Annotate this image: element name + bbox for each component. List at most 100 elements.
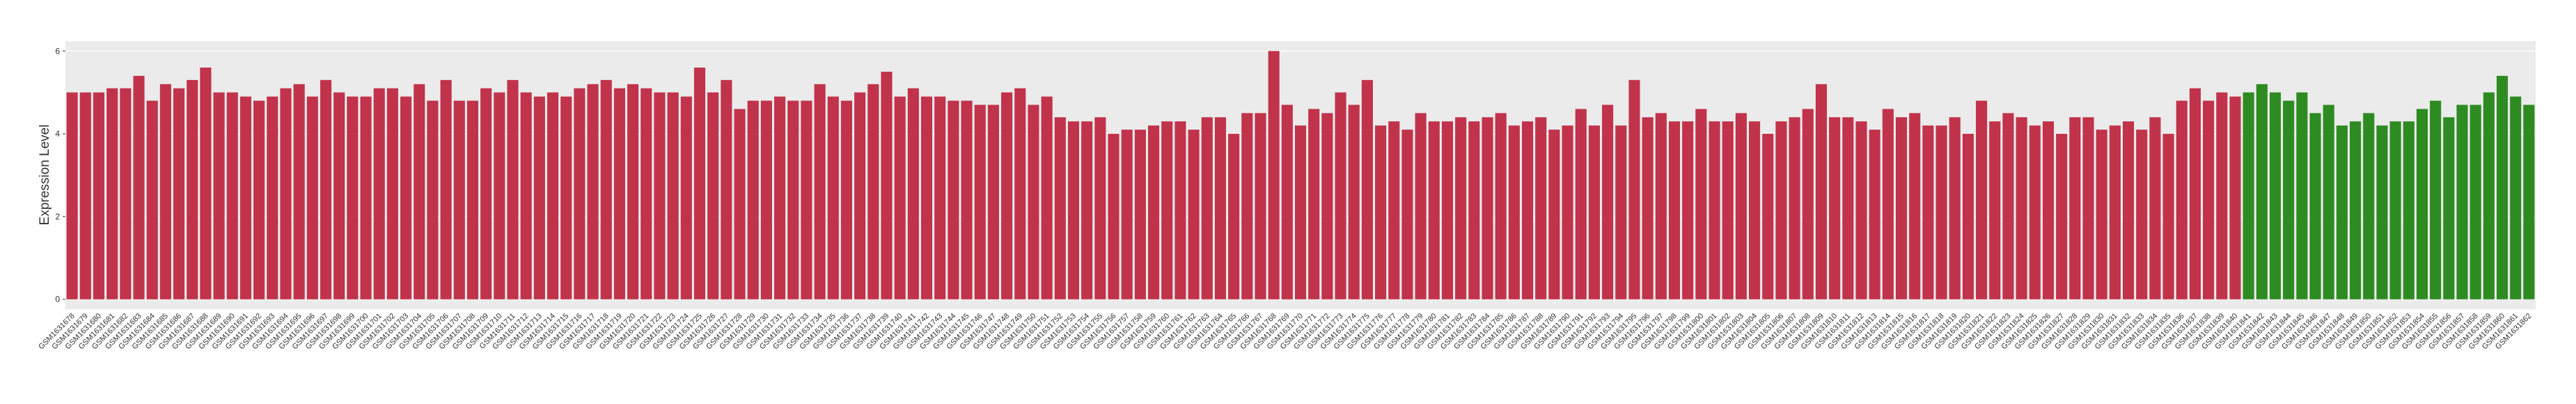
bar bbox=[2363, 113, 2375, 300]
bar bbox=[2389, 121, 2401, 300]
bar bbox=[200, 68, 212, 300]
bar bbox=[1455, 117, 1467, 300]
bar bbox=[2136, 130, 2148, 300]
bar bbox=[1628, 79, 1640, 300]
bar bbox=[107, 88, 118, 300]
bar bbox=[494, 92, 505, 300]
bar bbox=[1294, 125, 1307, 300]
bar bbox=[1895, 117, 1908, 300]
bar bbox=[2283, 100, 2295, 300]
bar bbox=[987, 104, 999, 300]
bar bbox=[1562, 125, 1573, 300]
bar bbox=[226, 92, 238, 300]
bar bbox=[360, 96, 372, 300]
bar bbox=[2336, 125, 2348, 300]
bar bbox=[2016, 117, 2027, 300]
bar bbox=[2069, 117, 2081, 300]
bar bbox=[1094, 117, 1106, 300]
bar bbox=[2469, 104, 2481, 300]
bar bbox=[466, 100, 478, 300]
bar bbox=[2323, 104, 2334, 300]
bar bbox=[1014, 88, 1026, 300]
bar bbox=[146, 100, 158, 300]
bar bbox=[1121, 130, 1133, 300]
bar bbox=[1054, 117, 1066, 300]
bar bbox=[1415, 113, 1427, 300]
bar bbox=[920, 96, 933, 300]
bar bbox=[1188, 130, 1200, 300]
bar bbox=[1722, 121, 1734, 300]
bar bbox=[641, 88, 652, 300]
bar bbox=[760, 100, 772, 300]
bar bbox=[1668, 121, 1681, 300]
bar bbox=[1909, 113, 1921, 300]
bar bbox=[373, 88, 385, 300]
bar bbox=[2403, 121, 2414, 300]
bar bbox=[1962, 134, 1974, 300]
bar bbox=[533, 96, 545, 300]
bar bbox=[2229, 96, 2241, 300]
bar bbox=[1321, 113, 1333, 300]
bar bbox=[1268, 51, 1280, 300]
bar bbox=[79, 92, 91, 300]
bar bbox=[680, 96, 692, 300]
bar bbox=[1214, 117, 1226, 300]
bar bbox=[693, 68, 706, 300]
bar bbox=[707, 92, 719, 300]
bar bbox=[2029, 125, 2041, 300]
bar bbox=[2269, 92, 2282, 300]
bar bbox=[1775, 121, 1787, 300]
bar bbox=[2296, 92, 2308, 300]
bar bbox=[2176, 100, 2188, 300]
bar bbox=[280, 88, 292, 300]
bar bbox=[1789, 117, 1800, 300]
bar bbox=[1482, 117, 1493, 300]
bar bbox=[66, 92, 78, 300]
bar bbox=[894, 96, 906, 300]
bar bbox=[1348, 104, 1360, 300]
bar bbox=[1949, 117, 1961, 300]
bar bbox=[1749, 121, 1761, 300]
bar bbox=[1602, 104, 1614, 300]
y-tick-label: 4 bbox=[55, 129, 60, 139]
bar bbox=[1081, 121, 1093, 300]
bar bbox=[2096, 130, 2107, 300]
bar bbox=[2123, 121, 2135, 300]
bar bbox=[1067, 121, 1080, 300]
bar bbox=[801, 100, 812, 300]
bar bbox=[480, 88, 492, 300]
bar bbox=[1682, 121, 1694, 300]
bar bbox=[1147, 125, 1160, 300]
bar bbox=[1521, 121, 1534, 300]
bar bbox=[1695, 109, 1707, 300]
bar bbox=[881, 71, 893, 300]
bar bbox=[1735, 113, 1747, 300]
bar bbox=[1709, 121, 1720, 300]
bar bbox=[2082, 117, 2094, 300]
y-tick-label: 6 bbox=[55, 46, 60, 56]
bar bbox=[333, 92, 345, 300]
bar bbox=[613, 88, 625, 300]
y-axis-title: Expression Level bbox=[38, 125, 52, 226]
bar bbox=[827, 96, 839, 300]
bar bbox=[2350, 121, 2362, 300]
bar bbox=[267, 96, 278, 300]
bar bbox=[560, 96, 572, 300]
bar bbox=[1588, 125, 1600, 300]
bar bbox=[2510, 96, 2522, 300]
bar bbox=[1175, 121, 1186, 300]
bar bbox=[627, 84, 639, 300]
bar bbox=[600, 79, 612, 300]
bar bbox=[1468, 121, 1480, 300]
bar bbox=[520, 92, 532, 300]
bar bbox=[1041, 96, 1053, 300]
bar bbox=[1028, 104, 1039, 300]
bar bbox=[1281, 104, 1293, 300]
bar bbox=[293, 84, 305, 300]
bar bbox=[414, 84, 425, 300]
bar bbox=[453, 100, 465, 300]
bar bbox=[239, 96, 251, 300]
bar bbox=[2309, 113, 2321, 300]
bar bbox=[907, 88, 919, 300]
